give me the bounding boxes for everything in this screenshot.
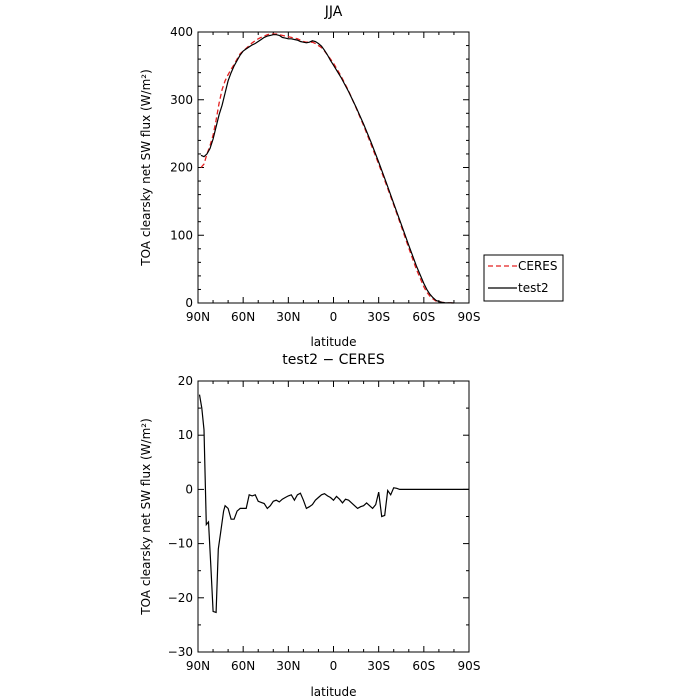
y-tick-label: 10 xyxy=(178,428,193,442)
y-axis-label: TOA clearsky net SW flux (W/m²) xyxy=(139,69,153,267)
x-tick-label: 90S xyxy=(458,310,481,324)
x-tick-label: 30S xyxy=(367,659,390,673)
tick-group: 90N 60N 30N 0 30S 60S 90S −30 −20 −10 0 10 20 xyxy=(168,374,481,673)
y-tick-label: −20 xyxy=(168,591,193,605)
chart-bottom: test2 − CERES 90N 60N 30N 0 30S 60S 90S −30 −20 −… xyxy=(139,352,480,699)
y-tick-label: −10 xyxy=(168,537,193,551)
chart-title: test2 − CERES xyxy=(282,352,385,368)
x-tick-label: 90N xyxy=(186,659,210,673)
x-tick-label: 60S xyxy=(412,310,435,324)
plot-frame xyxy=(197,31,470,304)
y-tick-label: 0 xyxy=(185,482,193,496)
legend-box xyxy=(483,254,564,302)
tick-group: 90N 60N 30N 0 30S 60S 90S 0 100 200 300 400 xyxy=(170,25,480,324)
y-tick-label: 100 xyxy=(170,228,193,242)
x-tick-label: 60N xyxy=(231,659,255,673)
y-tick-label: 0 xyxy=(185,296,193,310)
x-tick-label: 0 xyxy=(330,659,338,673)
y-tick-label: 300 xyxy=(170,93,193,107)
y-tick-label: 200 xyxy=(170,161,193,175)
series-group xyxy=(198,394,469,614)
plot-frame xyxy=(197,380,470,653)
x-tick-label: 0 xyxy=(330,310,338,324)
x-tick-label: 30N xyxy=(276,310,300,324)
x-tick-label: 30N xyxy=(276,659,300,673)
y-axis-label: TOA clearsky net SW flux (W/m²) xyxy=(139,418,153,616)
series-line-ceres xyxy=(200,33,454,304)
x-axis-label: latitude xyxy=(310,685,356,699)
legend: CERES test2 xyxy=(483,254,564,302)
series-line-test2 xyxy=(200,34,454,304)
series-line-difference xyxy=(198,394,469,614)
chart-top: JJA 90N 60N 30N 0 30S 60S 90S 0 100 200 300 400 lat… xyxy=(139,4,564,349)
legend-label-test2: test2 xyxy=(518,281,549,295)
x-tick-label: 30S xyxy=(367,310,390,324)
x-tick-label: 60S xyxy=(412,659,435,673)
series-group xyxy=(200,33,454,304)
x-tick-label: 90S xyxy=(458,659,481,673)
x-tick-label: 60N xyxy=(231,310,255,324)
legend-label-ceres: CERES xyxy=(518,259,558,273)
y-tick-label: 400 xyxy=(170,25,193,39)
x-tick-label: 90N xyxy=(186,310,210,324)
y-tick-label: 20 xyxy=(178,374,193,388)
x-axis-label: latitude xyxy=(310,335,356,349)
y-tick-label: −30 xyxy=(168,645,193,659)
chart-title: JJA xyxy=(324,4,343,20)
